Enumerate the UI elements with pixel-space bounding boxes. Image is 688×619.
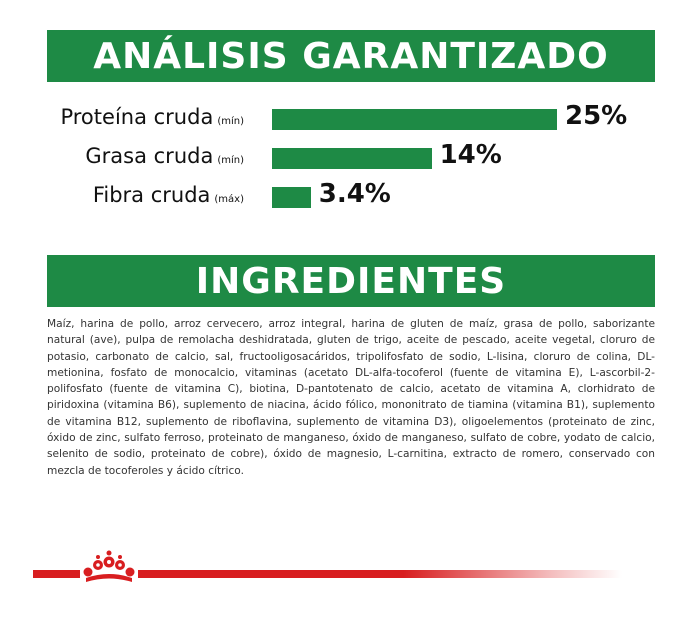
analysis-row-fat: Grasa cruda (mín) 14% bbox=[0, 140, 688, 176]
fiber-label: Fibra cruda (máx) bbox=[92, 183, 244, 207]
ingredients-list: Maíz, harina de pollo, arroz cervecero, … bbox=[47, 318, 655, 477]
protein-qualifier: (mín) bbox=[217, 116, 244, 127]
fiber-qualifier: (máx) bbox=[214, 194, 244, 205]
fiber-value: 3.4% bbox=[318, 179, 391, 209]
ingredients-title: INGREDIENTES bbox=[47, 255, 655, 307]
footer-line-left bbox=[33, 570, 83, 578]
fat-bar bbox=[272, 148, 432, 169]
fiber-bar bbox=[272, 187, 311, 208]
footer-line-right bbox=[136, 570, 622, 578]
protein-label: Proteína cruda (mín) bbox=[60, 105, 244, 129]
royal-canin-crown-icon bbox=[80, 548, 138, 588]
analysis-row-protein: Proteína cruda (mín) 25% bbox=[0, 101, 688, 137]
fat-value: 14% bbox=[439, 140, 502, 170]
analysis-row-fiber: Fibra cruda (máx) 3.4% bbox=[0, 179, 688, 215]
analysis-title: ANÁLISIS GARANTIZADO bbox=[47, 30, 655, 82]
fat-label: Grasa cruda (mín) bbox=[85, 144, 244, 168]
fat-qualifier: (mín) bbox=[217, 155, 244, 166]
protein-bar bbox=[272, 109, 557, 130]
protein-value: 25% bbox=[565, 101, 628, 131]
